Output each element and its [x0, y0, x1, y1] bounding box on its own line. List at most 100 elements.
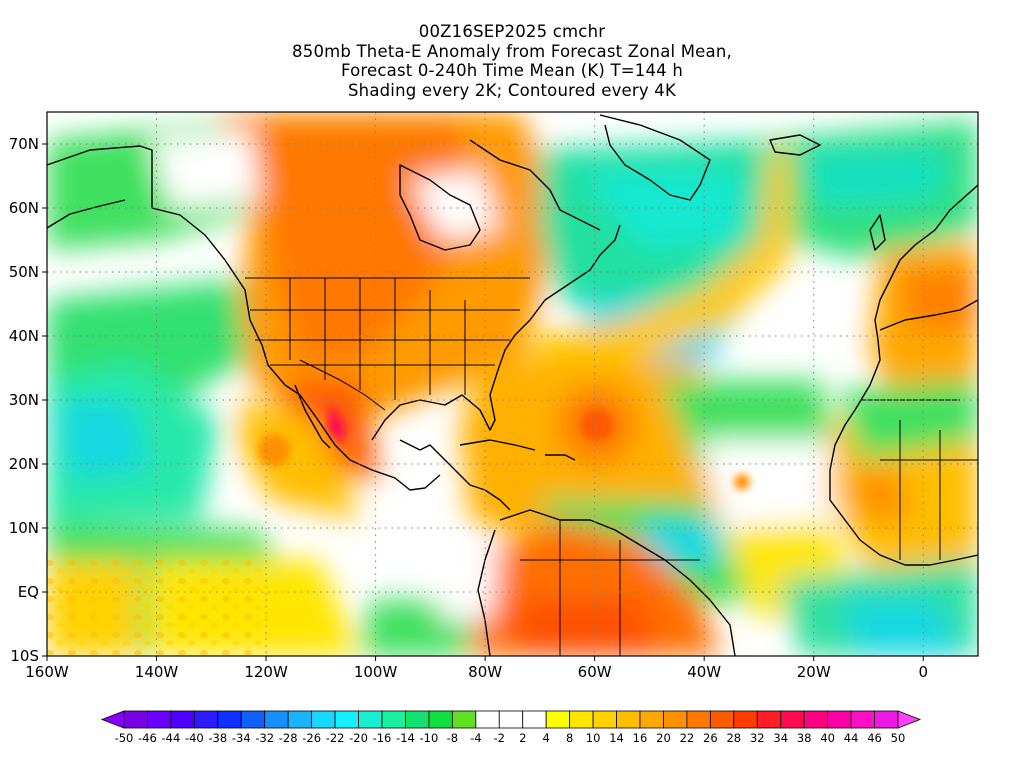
colorbar-label: 40 [820, 731, 835, 745]
colorbar-swatch [639, 710, 664, 729]
political-borders [245, 277, 978, 656]
colorbar-swatch [170, 710, 195, 729]
colorbar-label: -50 [115, 731, 134, 745]
lat-tick-label: 50N [9, 263, 39, 281]
colorbar-right-arrow [897, 710, 922, 729]
lon-tick-label: 160W [25, 663, 69, 681]
lon-tick-label: 40W [687, 663, 721, 681]
colorbar-swatch [264, 710, 289, 729]
colorbar-label: -38 [208, 731, 227, 745]
colorbar-label: 50 [891, 731, 906, 745]
lat-tick-label: 60N [9, 199, 39, 217]
colorbar-label: 10 [586, 731, 601, 745]
colorbar-swatch [756, 710, 782, 729]
colorbar-label: -44 [162, 731, 181, 745]
lat-tick-label: 10N [9, 519, 39, 537]
colorbar-label: -26 [302, 731, 321, 745]
colorbar-label: 44 [844, 731, 859, 745]
lon-tick-label: 120W [244, 663, 288, 681]
map-title: 00Z16SEP2025 cmchr 850mb Theta-E Anomaly… [0, 22, 1024, 100]
colorbar-label: 26 [703, 731, 718, 745]
colorbar-swatch [287, 710, 313, 729]
colorbar-swatch [405, 710, 430, 729]
colorbar-swatch [381, 710, 406, 729]
title-line-forecast: Forecast 0-240h Time Mean (K) T=144 h [341, 61, 683, 80]
colorbar-swatch [358, 710, 383, 729]
colorbar-label: 34 [773, 731, 788, 745]
lat-tick-label: 30N [9, 391, 39, 409]
colorbar-label: -16 [373, 731, 392, 745]
colorbar-swatch [428, 710, 453, 729]
lon-tick-label: 20W [797, 663, 831, 681]
colorbar-label: -32 [255, 731, 274, 745]
colorbar-label: 46 [867, 731, 882, 745]
colorbar-swatch [147, 710, 172, 729]
longitude-axis: 160W 140W 120W 100W 80W 60W 40W 20W 0 [25, 656, 928, 681]
colorbar-label: 20 [656, 731, 671, 745]
colorbar-swatch [311, 710, 336, 729]
colorbar-swatch [217, 710, 242, 729]
title-line-variable: 850mb Theta-E Anomaly from Forecast Zona… [292, 41, 732, 61]
colorbar-swatch [874, 710, 899, 729]
colorbar-label: 16 [633, 731, 648, 745]
colorbar-swatch [733, 710, 758, 729]
title-line-shading: Shading every 2K; Contoured every 4K [347, 80, 677, 100]
colorbar-swatch [334, 710, 359, 729]
colorbar-label: 4 [543, 731, 550, 745]
colorbar-swatch [193, 710, 219, 729]
coastlines [47, 114, 978, 656]
colorbar-label: 8 [566, 731, 573, 745]
colorbar-swatch [780, 710, 805, 729]
colorbar-swatch [569, 710, 594, 729]
colorbar-label: -22 [326, 731, 345, 745]
lat-tick-label: 70N [9, 135, 39, 153]
lat-tick-label: 20N [9, 455, 39, 473]
colorbar-label: -14 [396, 731, 415, 745]
colorbar-label: 22 [680, 731, 695, 745]
lat-tick-label: 10S [10, 647, 39, 665]
lon-tick-label: 0 [918, 663, 928, 681]
colorbar-swatch [709, 710, 735, 729]
lon-tick-label: 80W [468, 663, 502, 681]
colorbar: -50 -46 -44 -40 -38 -34 -32 -28 -26 -22 -20 -16 -14-… [100, 710, 922, 745]
colorbar-swatch [663, 710, 688, 729]
lon-tick-label: 140W [135, 663, 179, 681]
colorbar-label: 32 [750, 731, 765, 745]
colorbar-swatch [803, 710, 829, 729]
colorbar-label: -8 [447, 731, 458, 745]
colorbar-swatch [827, 710, 852, 729]
colorbar-label: -46 [138, 731, 157, 745]
colorbar-swatch [498, 710, 524, 729]
colorbar-label: -34 [232, 731, 251, 745]
title-line-run: 00Z16SEP2025 cmchr [418, 22, 606, 41]
colorbar-label: -2 [494, 731, 505, 745]
colorbar-label: 28 [726, 731, 741, 745]
colorbar-swatch [240, 710, 266, 729]
colorbar-swatch [545, 710, 571, 729]
colorbar-swatch [475, 710, 500, 729]
colorbar-label: 2 [519, 731, 526, 745]
lon-tick-label: 60W [578, 663, 612, 681]
map-frame [46, 111, 979, 657]
colorbar-swatch [850, 710, 875, 729]
lat-tick-label: EQ [18, 583, 39, 601]
lon-tick-label: 100W [354, 663, 398, 681]
colorbar-label: -4 [470, 731, 481, 745]
latitude-axis: 10S EQ 10N 20N 30N 40N 50N 60N 70N [9, 135, 47, 665]
colorbar-label: -10 [420, 731, 439, 745]
colorbar-label: 14 [609, 731, 624, 745]
colorbar-label: 38 [797, 731, 812, 745]
colorbar-label: -28 [279, 731, 298, 745]
colorbar-swatch [522, 710, 547, 729]
colorbar-label: -40 [185, 731, 204, 745]
colorbar-label: -20 [349, 731, 368, 745]
lat-tick-label: 40N [9, 327, 39, 345]
colorbar-swatch [616, 710, 641, 729]
colorbar-left-arrow [100, 710, 125, 729]
colorbar-swatch [592, 710, 617, 729]
colorbar-swatch [686, 710, 711, 729]
colorbar-swatch [451, 710, 477, 729]
colorbar-swatch [123, 710, 148, 729]
anomaly-shading [47, 112, 978, 656]
